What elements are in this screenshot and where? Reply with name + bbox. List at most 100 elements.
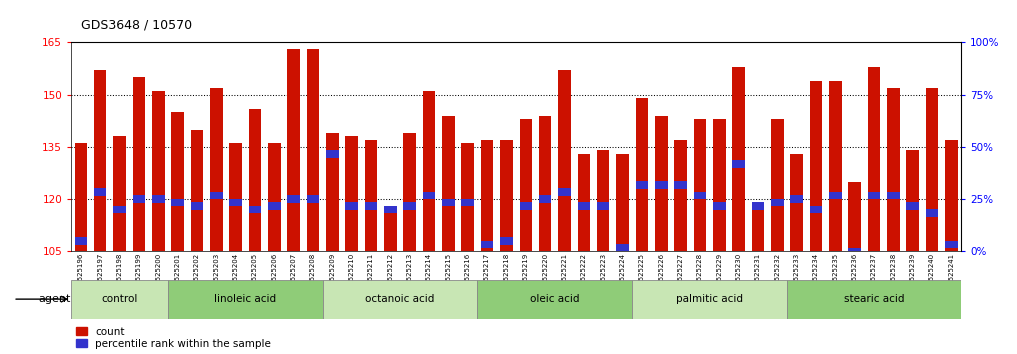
Bar [132, 77, 145, 251]
Bar [326, 133, 339, 251]
Bar [74, 143, 87, 251]
Bar [288, 195, 300, 203]
Bar [462, 143, 474, 251]
Bar [829, 81, 842, 251]
Bar [307, 195, 319, 203]
Legend: count, percentile rank within the sample: count, percentile rank within the sample [76, 327, 271, 349]
Bar [713, 119, 725, 251]
Bar [848, 182, 861, 251]
Bar [633, 280, 787, 319]
Bar [477, 280, 633, 319]
Bar [326, 150, 339, 158]
Bar [500, 237, 513, 245]
Bar [462, 199, 474, 206]
Bar [481, 140, 493, 251]
Bar [616, 244, 629, 252]
Bar [171, 199, 184, 206]
Bar [384, 206, 397, 251]
Bar [868, 192, 881, 199]
Bar [481, 241, 493, 248]
Bar [790, 154, 802, 251]
Text: octanoic acid: octanoic acid [365, 294, 434, 304]
Bar [790, 195, 802, 203]
Bar [868, 67, 881, 251]
Bar [190, 202, 203, 210]
Bar [152, 91, 165, 251]
Bar [171, 112, 184, 251]
Bar [132, 195, 145, 203]
Text: stearic acid: stearic acid [844, 294, 904, 304]
Bar [268, 143, 281, 251]
Bar [520, 119, 532, 251]
Bar [597, 150, 609, 251]
Bar [694, 119, 706, 251]
Bar [887, 192, 900, 199]
Bar [752, 202, 764, 210]
Bar [674, 140, 686, 251]
Bar [94, 70, 107, 251]
Bar [423, 91, 435, 251]
Bar [810, 81, 823, 251]
Bar [249, 109, 261, 251]
Bar [404, 133, 416, 251]
Bar [578, 154, 590, 251]
Text: GDS3648 / 10570: GDS3648 / 10570 [81, 19, 192, 32]
Bar [616, 154, 629, 251]
Bar [771, 119, 783, 251]
Bar [346, 202, 358, 210]
Bar [442, 199, 455, 206]
Bar [442, 115, 455, 251]
Bar [346, 136, 358, 251]
Bar [694, 192, 706, 199]
Bar [288, 50, 300, 251]
Bar [384, 206, 397, 213]
Bar [787, 280, 961, 319]
Bar [210, 192, 223, 199]
Text: oleic acid: oleic acid [530, 294, 580, 304]
Bar [152, 195, 165, 203]
Bar [848, 247, 861, 255]
Bar [732, 160, 744, 168]
Bar [268, 202, 281, 210]
Bar [168, 280, 322, 319]
Bar [945, 241, 958, 248]
Text: control: control [102, 294, 137, 304]
Bar [945, 140, 958, 251]
Bar [423, 192, 435, 199]
Bar [71, 280, 168, 319]
Bar [74, 237, 87, 245]
Bar [752, 206, 764, 251]
Bar [887, 88, 900, 251]
Bar [230, 143, 242, 251]
Bar [578, 202, 590, 210]
Bar [771, 199, 783, 206]
Bar [539, 195, 551, 203]
Bar [94, 188, 107, 196]
Bar [713, 202, 725, 210]
Bar [404, 202, 416, 210]
Bar [732, 67, 744, 251]
Bar [906, 150, 919, 251]
Bar [230, 199, 242, 206]
Bar [539, 115, 551, 251]
Bar [322, 280, 477, 319]
Bar [655, 181, 667, 189]
Text: palmitic acid: palmitic acid [676, 294, 743, 304]
Bar [636, 98, 648, 251]
Bar [249, 206, 261, 213]
Bar [925, 209, 939, 217]
Bar [365, 202, 377, 210]
Bar [906, 202, 919, 210]
Bar [925, 88, 939, 251]
Bar [558, 188, 571, 196]
Bar [810, 206, 823, 213]
Bar [636, 181, 648, 189]
Bar [113, 136, 126, 251]
Bar [500, 140, 513, 251]
Bar [307, 50, 319, 251]
Bar [655, 115, 667, 251]
Bar [597, 202, 609, 210]
Text: linoleic acid: linoleic acid [215, 294, 277, 304]
Text: agent: agent [39, 294, 71, 304]
Bar [829, 192, 842, 199]
